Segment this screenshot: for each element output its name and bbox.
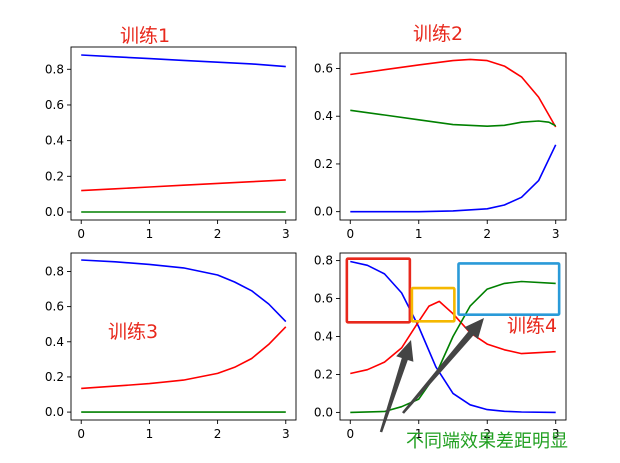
y-tick-label: 0.2: [314, 367, 333, 381]
highlight-box-2: [410, 286, 456, 323]
y-tick-label: 0.0: [45, 205, 64, 219]
bottom-annotation: 不同端效果差距明显: [406, 431, 568, 452]
y-tick-label: 0.8: [314, 254, 333, 268]
y-tick-label: 0.2: [45, 169, 64, 183]
annotation-label-2: 训练2: [413, 23, 463, 45]
x-tick-label: 0: [346, 227, 354, 241]
x-tick-label: 2: [483, 427, 491, 441]
series-line-4-2: [350, 300, 556, 375]
arrow-to-blue-box: [402, 318, 484, 414]
y-tick-label: 0.0: [314, 205, 333, 219]
series-line-2-3: [350, 144, 557, 213]
x-tick-label: 1: [415, 427, 423, 441]
x-tick-label: 3: [282, 227, 290, 241]
y-tick-label: 0.0: [314, 405, 333, 419]
y-tick-label: 0.4: [314, 330, 333, 344]
y-tick-label: 0.6: [314, 292, 333, 306]
y-tick-label: 0.4: [45, 134, 64, 148]
x-tick-label: 0: [77, 227, 85, 241]
y-tick-label: 0.2: [45, 370, 64, 384]
series-line-1-1: [81, 54, 286, 68]
axes-frame-2: [339, 52, 567, 221]
y-tick-label: 0.6: [45, 300, 64, 314]
series-line-3-2: [81, 326, 287, 390]
axes-frame-3: [70, 252, 297, 421]
x-tick-label: 3: [282, 427, 290, 441]
y-tick-label: 0.6: [45, 98, 64, 112]
annotation-label-3: 训练3: [108, 321, 158, 343]
x-tick-label: 1: [146, 427, 154, 441]
y-tick-label: 0.4: [314, 109, 333, 123]
y-tick-label: 0.8: [45, 264, 64, 278]
series-line-3-1: [81, 259, 287, 323]
highlight-box-3: [457, 262, 561, 316]
series-line-4-1: [350, 260, 556, 414]
x-tick-label: 0: [346, 427, 354, 441]
x-tick-label: 3: [552, 227, 560, 241]
annotation-label-1: 训练1: [120, 25, 170, 47]
annotation-label-4: 训练4: [507, 315, 557, 337]
series-line-4-3: [350, 280, 556, 414]
x-tick-label: 0: [77, 427, 85, 441]
series-line-2-1: [350, 58, 557, 128]
y-tick-label: 0.6: [314, 62, 333, 76]
x-tick-label: 1: [146, 227, 154, 241]
x-tick-label: 2: [214, 227, 222, 241]
series-line-2-2: [350, 109, 557, 127]
x-tick-label: 2: [483, 227, 491, 241]
series-line-1-2: [81, 179, 286, 192]
arrow-to-yellow-box: [379, 340, 414, 433]
axes-frame-1: [70, 46, 297, 221]
y-tick-label: 0.0: [45, 405, 64, 419]
y-tick-label: 0.8: [45, 62, 64, 76]
x-tick-label: 2: [214, 427, 222, 441]
x-tick-label: 3: [552, 427, 560, 441]
highlight-box-1: [345, 257, 412, 324]
y-tick-label: 0.4: [45, 335, 64, 349]
x-tick-label: 1: [415, 227, 423, 241]
y-tick-label: 0.2: [314, 157, 333, 171]
